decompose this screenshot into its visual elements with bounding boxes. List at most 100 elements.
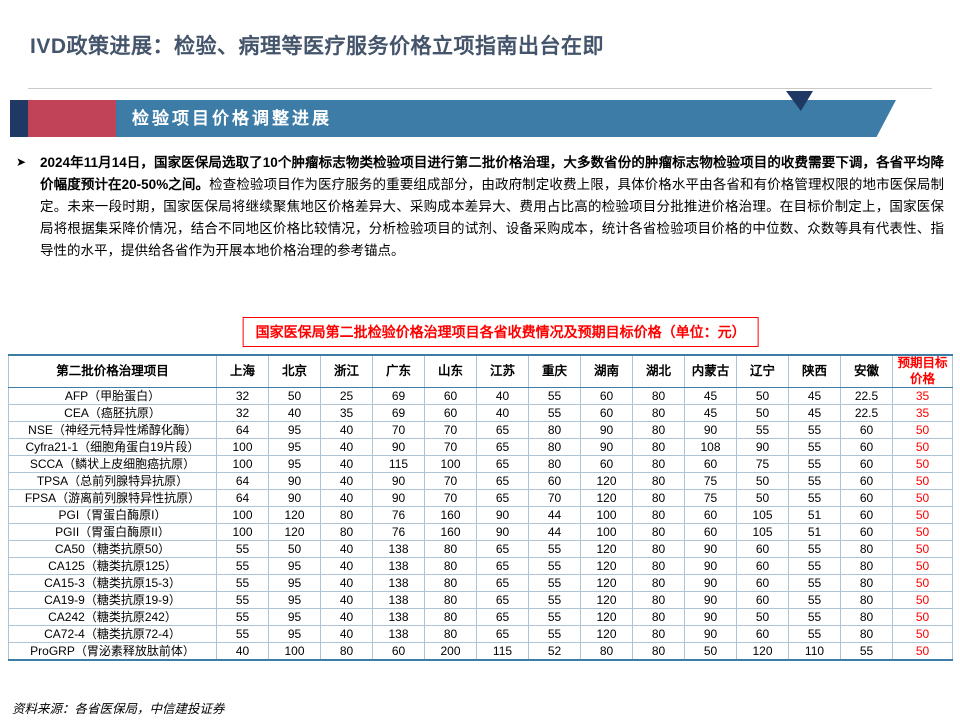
price-cell: 50 — [736, 404, 789, 423]
price-cell: 100 — [216, 523, 269, 542]
price-cell: 80 — [632, 387, 685, 406]
price-cell: 51 — [788, 506, 841, 525]
price-cell: 50 — [684, 642, 737, 661]
price-cell: 40 — [320, 421, 373, 440]
column-header-province: 浙江 — [320, 354, 373, 389]
price-cell: 55 — [528, 404, 581, 423]
price-cell: 40 — [320, 557, 373, 576]
price-cell: 40 — [320, 574, 373, 593]
price-cell: 50 — [736, 387, 789, 406]
target-price-cell: 50 — [892, 642, 953, 661]
column-header-province: 湖南 — [580, 354, 633, 389]
price-cell: 80 — [580, 642, 633, 661]
price-cell: 60 — [424, 404, 477, 423]
table-row: CA72-4（糖类抗原72-4） 55 95 40 138 80 65 55 120 80 90 60… — [8, 625, 953, 644]
price-cell: 40 — [320, 489, 373, 508]
price-cell: 55 — [788, 625, 841, 644]
table-row: Cyfra21-1（细胞角蛋白19片段） 100 95 40 90 70 65 80 90 80 1… — [8, 438, 953, 457]
price-cell: 55 — [788, 591, 841, 610]
price-cell: 65 — [476, 574, 529, 593]
price-cell: 80 — [424, 574, 477, 593]
table-row: NSE（神经元特异性烯醇化酶） 64 95 40 70 70 65 80 90 80 90 55 55 6… — [8, 421, 953, 440]
row-label: PGII（胃蛋白酶原II） — [8, 523, 217, 542]
price-cell: 55 — [528, 574, 581, 593]
row-label: TPSA（总前列腺特异抗原） — [8, 472, 217, 491]
table-row: CA242（糖类抗原242） 55 95 40 138 80 65 55 120 80 90 50 55… — [8, 608, 953, 627]
price-cell: 50 — [268, 540, 321, 559]
price-cell: 60 — [840, 489, 893, 508]
price-cell: 70 — [424, 489, 477, 508]
row-label: NSE（神经元特异性烯醇化酶） — [8, 421, 217, 440]
table-row: CA125（糖类抗原125） 55 95 40 138 80 65 55 120 80 90 60 55… — [8, 557, 953, 576]
price-cell: 50 — [736, 472, 789, 491]
price-cell: 95 — [268, 574, 321, 593]
target-price-cell: 50 — [892, 540, 953, 559]
price-cell: 65 — [476, 625, 529, 644]
target-price-cell: 50 — [892, 625, 953, 644]
target-price-cell: 50 — [892, 489, 953, 508]
row-label: CA50（糖类抗原50） — [8, 540, 217, 559]
price-cell: 138 — [372, 591, 425, 610]
price-cell: 108 — [684, 438, 737, 457]
column-header-province: 山东 — [424, 354, 477, 389]
price-cell: 120 — [268, 506, 321, 525]
price-cell: 55 — [216, 540, 269, 559]
price-cell: 65 — [476, 472, 529, 491]
price-cell: 64 — [216, 489, 269, 508]
price-cell: 60 — [736, 591, 789, 610]
price-cell: 70 — [372, 421, 425, 440]
price-cell: 55 — [528, 387, 581, 406]
price-cell: 80 — [632, 404, 685, 423]
price-cell: 60 — [736, 557, 789, 576]
price-cell: 51 — [788, 523, 841, 542]
price-cell: 90 — [580, 421, 633, 440]
table-title: 国家医保局第二批检验价格治理项目各省收费情况及预期目标价格（单位：元） — [242, 317, 759, 347]
price-cell: 95 — [268, 557, 321, 576]
price-cell: 50 — [268, 387, 321, 406]
price-cell: 55 — [788, 608, 841, 627]
bullet-lead-text: 2024年11月14日，国家医保局选取了10个肿瘤标志物类检验项目进行第二批价格… — [40, 155, 944, 192]
price-cell: 80 — [840, 625, 893, 644]
price-cell: 100 — [580, 523, 633, 542]
price-cell: 90 — [684, 591, 737, 610]
price-cell: 80 — [632, 472, 685, 491]
price-cell: 120 — [580, 574, 633, 593]
price-table-header-row: 第二批价格治理项目 上海 北京 浙江 广东 山东 江苏 重庆 湖南 湖北 内蒙古 辽宁 陕西 安徽 预期目标… — [8, 354, 953, 389]
price-cell: 120 — [580, 625, 633, 644]
price-cell: 40 — [320, 591, 373, 610]
price-cell: 40 — [320, 625, 373, 644]
price-cell: 90 — [684, 625, 737, 644]
price-cell: 55 — [736, 421, 789, 440]
price-cell: 40 — [320, 455, 373, 474]
price-cell: 70 — [424, 421, 477, 440]
price-cell: 40 — [320, 472, 373, 491]
table-row: CA19-9（糖类抗原19-9） 55 95 40 138 80 65 55 120 80 90 60… — [8, 591, 953, 610]
price-cell: 80 — [632, 625, 685, 644]
target-price-cell: 50 — [892, 557, 953, 576]
column-header-province: 重庆 — [528, 354, 581, 389]
price-cell: 95 — [268, 421, 321, 440]
price-table-body: AFP（甲胎蛋白） 32 50 25 69 60 40 55 60 80 45 50 45 22.5 35 C… — [8, 387, 953, 661]
price-cell: 55 — [216, 608, 269, 627]
price-cell: 55 — [788, 540, 841, 559]
price-cell: 80 — [320, 506, 373, 525]
target-price-cell: 50 — [892, 608, 953, 627]
price-cell: 45 — [788, 404, 841, 423]
price-cell: 40 — [476, 387, 529, 406]
target-price-cell: 35 — [892, 387, 953, 406]
price-cell: 45 — [684, 404, 737, 423]
row-label: CA15-3（糖类抗原15-3） — [8, 574, 217, 593]
price-cell: 95 — [268, 438, 321, 457]
price-cell: 100 — [216, 438, 269, 457]
banner-navy-accent — [10, 100, 28, 137]
price-cell: 65 — [476, 421, 529, 440]
price-cell: 25 — [320, 387, 373, 406]
section-banner-label: 检验项目价格调整进展 — [116, 100, 896, 137]
price-cell: 90 — [684, 608, 737, 627]
target-price-cell: 50 — [892, 523, 953, 542]
table-row: AFP（甲胎蛋白） 32 50 25 69 60 40 55 60 80 45 50 45 22.5 35 — [8, 387, 953, 406]
price-cell: 105 — [736, 506, 789, 525]
price-cell: 40 — [268, 404, 321, 423]
price-cell: 90 — [372, 438, 425, 457]
price-cell: 60 — [684, 506, 737, 525]
